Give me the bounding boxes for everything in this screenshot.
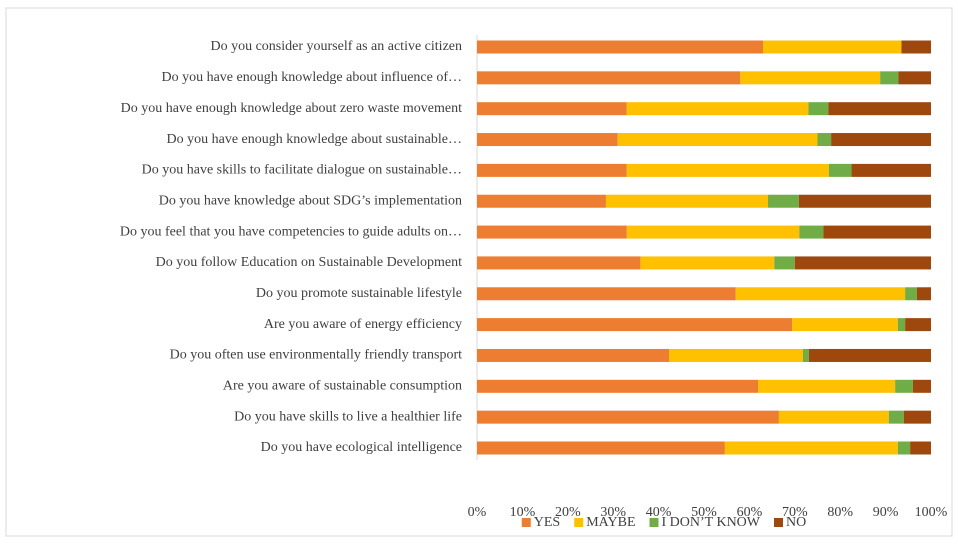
x-tick-label: 0% bbox=[468, 505, 487, 520]
x-tick-label: 50% bbox=[691, 505, 717, 520]
x-tick-label: 100% bbox=[915, 505, 948, 520]
bar-segment bbox=[477, 163, 627, 177]
bar-segment bbox=[735, 287, 906, 301]
bar-segment bbox=[477, 318, 793, 332]
bar-segment bbox=[477, 194, 606, 208]
bar-segment bbox=[799, 225, 824, 239]
bar-segment bbox=[724, 441, 898, 455]
y-tick-label: Do you have enough knowledge about influ… bbox=[161, 70, 462, 85]
bar-segment bbox=[895, 379, 913, 393]
bar-segment bbox=[912, 379, 931, 393]
bar-segment bbox=[774, 256, 795, 270]
bar-segment bbox=[477, 410, 779, 424]
x-tick-label: 80% bbox=[827, 505, 853, 520]
bar-segment bbox=[808, 348, 931, 362]
y-tick-label: Do you promote sustainable lifestyle bbox=[256, 286, 462, 301]
bar-segment bbox=[626, 163, 829, 177]
y-tick-label: Are you aware of energy efficiency bbox=[264, 317, 462, 332]
bar-segment bbox=[477, 441, 725, 455]
bar-segment bbox=[798, 194, 931, 208]
y-tick-label: Do you have skills to live a healthier l… bbox=[234, 409, 462, 424]
bar-segment bbox=[477, 287, 736, 301]
bar-segment bbox=[792, 318, 898, 332]
y-tick-label: Do you often use environmentally friendl… bbox=[170, 348, 462, 363]
bar-segment bbox=[903, 410, 931, 424]
bar-segment bbox=[802, 348, 809, 362]
x-tick-label: 70% bbox=[782, 505, 808, 520]
x-tick-label: 60% bbox=[737, 505, 763, 520]
bar-segment bbox=[808, 102, 829, 116]
bar-segment bbox=[778, 410, 889, 424]
x-tick-label: 30% bbox=[600, 505, 626, 520]
bar-segment bbox=[897, 441, 911, 455]
bar-segment bbox=[669, 348, 803, 362]
bar-segment bbox=[823, 225, 931, 239]
y-tick-label: Do you have knowledge about SDG’s implem… bbox=[159, 193, 462, 208]
bar-segment bbox=[605, 194, 769, 208]
bar-segment bbox=[758, 379, 896, 393]
x-tick-label: 90% bbox=[873, 505, 899, 520]
bar-segment bbox=[888, 410, 904, 424]
bar-segment bbox=[477, 102, 627, 116]
bar-segment bbox=[880, 71, 899, 85]
y-tick-label: Do you have ecological intelligence bbox=[261, 440, 462, 455]
bar-segment bbox=[768, 194, 799, 208]
y-tick-label: Do you follow Education on Sustainable D… bbox=[156, 255, 462, 270]
bar-segment bbox=[916, 287, 931, 301]
bar-segment bbox=[477, 40, 764, 54]
bar-segment bbox=[817, 133, 832, 147]
bar-segment bbox=[905, 318, 931, 332]
y-tick-label: Do you have enough knowledge about susta… bbox=[167, 132, 463, 147]
legend-swatch bbox=[774, 518, 783, 527]
bar-segment bbox=[828, 163, 852, 177]
y-tick-label: Do you have enough knowledge about zero … bbox=[121, 101, 462, 116]
bar-segment bbox=[617, 133, 818, 147]
bar-segment bbox=[477, 225, 627, 239]
legend-label: NO bbox=[786, 515, 806, 530]
bar-segment bbox=[831, 133, 931, 147]
bar-segment bbox=[910, 441, 931, 455]
legend-label: I DON’T KNOW bbox=[662, 515, 761, 530]
legend-label: YES bbox=[534, 515, 560, 530]
legend-swatch bbox=[521, 518, 531, 527]
chart-frame bbox=[5, 7, 953, 537]
bar-segment bbox=[740, 71, 881, 85]
x-tick-label: 40% bbox=[646, 505, 672, 520]
legend-swatch bbox=[574, 518, 584, 527]
legend-swatch bbox=[649, 518, 659, 527]
bar-segment bbox=[828, 102, 931, 116]
bar-segment bbox=[905, 287, 917, 301]
y-tick-label: Are you aware of sustainable consumption bbox=[223, 379, 462, 394]
bar-segment bbox=[901, 40, 931, 54]
x-tick-label: 20% bbox=[555, 505, 581, 520]
y-tick-label: Do you consider yourself as an active ci… bbox=[210, 39, 462, 54]
bar-segment bbox=[763, 40, 902, 54]
bar-segment bbox=[626, 225, 800, 239]
y-tick-label: Do you feel that you have competencies t… bbox=[120, 224, 462, 239]
bar-segment bbox=[626, 102, 809, 116]
bar-segment bbox=[640, 256, 775, 270]
x-tick-label: 10% bbox=[510, 505, 536, 520]
bar-segment bbox=[477, 348, 670, 362]
legend-label: MAYBE bbox=[586, 515, 635, 530]
y-tick-label: Do you have skills to facilitate dialogu… bbox=[142, 163, 462, 178]
bar-segment bbox=[898, 71, 931, 85]
bar-segment bbox=[477, 379, 759, 393]
bar-segment bbox=[851, 163, 931, 177]
bar-segment bbox=[477, 256, 641, 270]
bar-segment bbox=[897, 318, 906, 332]
bar-segment bbox=[794, 256, 931, 270]
bar-segment bbox=[477, 71, 741, 85]
bar-segment bbox=[477, 133, 618, 147]
